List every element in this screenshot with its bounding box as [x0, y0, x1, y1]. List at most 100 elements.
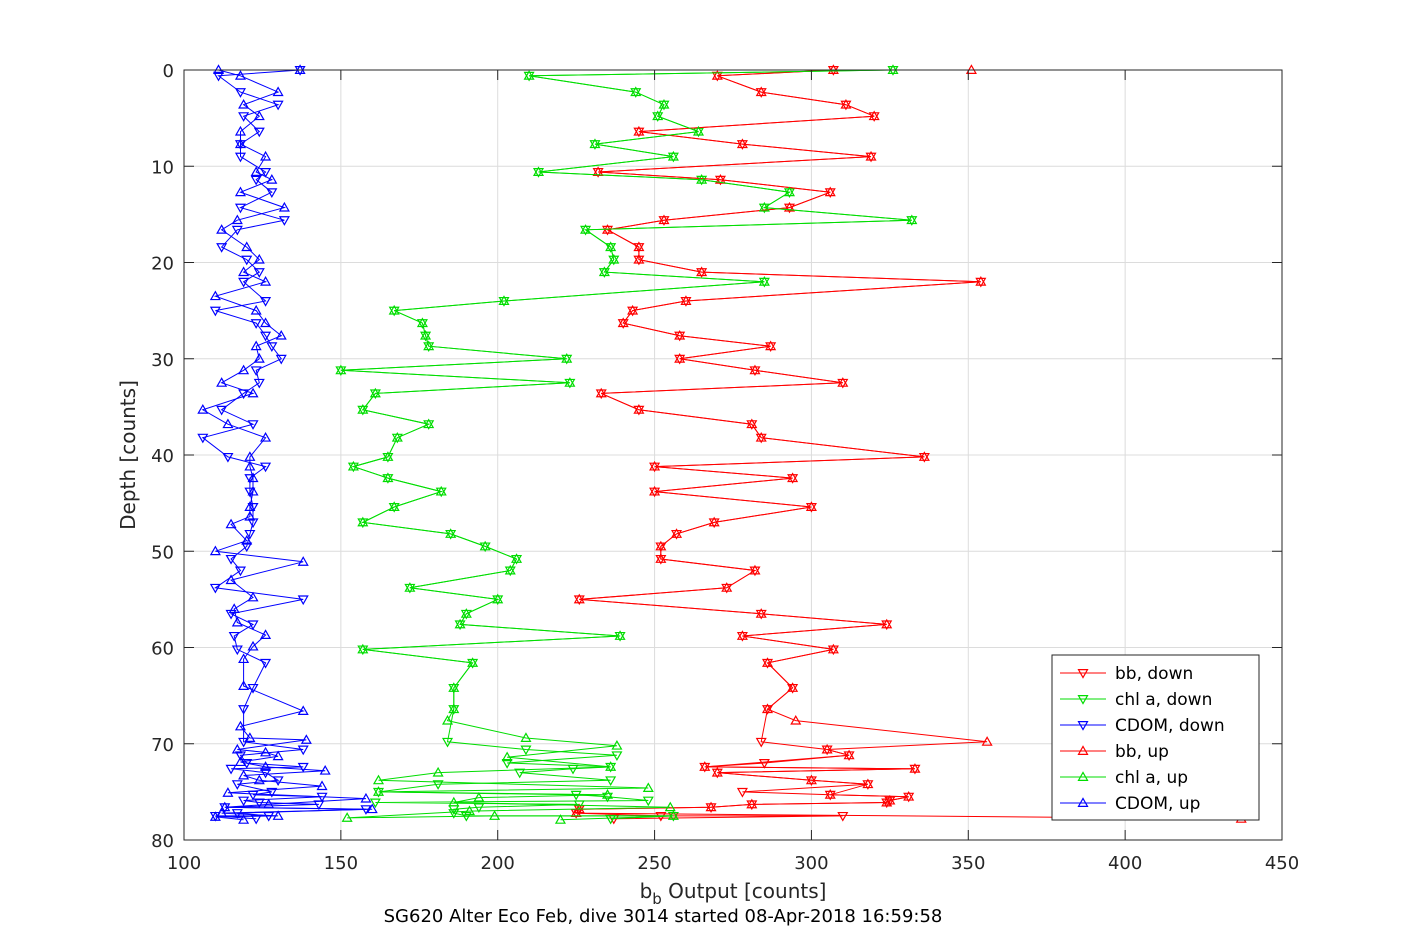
data-point: [664, 801, 676, 812]
data-point: [382, 451, 394, 461]
data-point: [294, 64, 306, 74]
data-point: [670, 528, 683, 538]
data-point: [837, 811, 849, 822]
data-point: [244, 474, 256, 484]
data-point: [388, 304, 400, 315]
data-point: [238, 680, 250, 690]
y-tick-label: 50: [151, 542, 174, 563]
data-point: [234, 186, 247, 197]
data-point: [761, 703, 774, 714]
data-point: [761, 657, 774, 667]
data-point: [564, 377, 576, 387]
data-point: [260, 431, 272, 442]
data-point: [605, 776, 617, 787]
data-point: [238, 705, 250, 715]
series-chl-a-up: [335, 64, 918, 824]
data-point: [416, 317, 428, 328]
data-point: [523, 70, 535, 80]
data-point: [247, 518, 259, 529]
data-point: [234, 756, 247, 767]
data-point: [238, 98, 250, 109]
data-point: [865, 150, 877, 161]
data-point: [260, 629, 272, 639]
data-point: [758, 201, 770, 212]
data-point: [244, 451, 256, 461]
data-point: [783, 186, 796, 197]
data-point: [787, 682, 799, 692]
data-point: [209, 545, 221, 556]
data-point: [692, 125, 705, 136]
y-tick-label: 40: [151, 446, 174, 467]
data-point: [260, 462, 272, 473]
data-point: [216, 224, 228, 234]
data-point: [573, 593, 585, 604]
data-point: [266, 342, 278, 352]
data-point: [250, 814, 262, 825]
data-point: [253, 353, 265, 363]
data-point: [247, 485, 259, 496]
data-point: [445, 528, 457, 538]
data-point: [382, 472, 394, 483]
data-point: [234, 203, 247, 214]
y-tick-label: 0: [163, 61, 174, 82]
data-point: [253, 127, 265, 138]
data-point: [570, 807, 582, 818]
data-point: [520, 745, 532, 756]
data-point: [642, 796, 654, 807]
y-tick-label: 20: [151, 254, 174, 275]
data-point: [501, 759, 513, 769]
data-point: [601, 792, 614, 803]
legend-item-chl-a-up: chl a, up: [1060, 768, 1188, 788]
data-point: [209, 811, 221, 821]
data-point: [222, 418, 234, 429]
data-point: [253, 774, 265, 785]
data-point: [260, 317, 272, 328]
data-point: [711, 70, 723, 80]
data-point: [238, 814, 250, 824]
data-point: [592, 166, 604, 176]
data-point: [222, 452, 234, 463]
series-line-chl-a-up: [340, 69, 912, 821]
data-point: [231, 616, 243, 627]
x-tick-label: 350: [951, 853, 985, 874]
data-point: [244, 529, 256, 540]
data-point: [366, 803, 378, 814]
data-point: [234, 138, 247, 149]
data-point: [241, 534, 253, 545]
data-point: [667, 810, 679, 820]
data-point: [272, 776, 284, 787]
data-point: [909, 763, 921, 773]
data-point: [649, 485, 661, 496]
data-point: [561, 353, 573, 363]
data-point: [372, 786, 385, 796]
data-point: [209, 306, 221, 317]
data-point: [234, 70, 247, 80]
data-point: [614, 630, 626, 640]
data-point: [696, 266, 708, 277]
data-point: [749, 364, 761, 375]
data-point: [266, 787, 278, 798]
data-point: [231, 645, 243, 656]
x-axis-label-rest: Output [counts]: [662, 879, 827, 903]
data-point: [241, 542, 253, 553]
data-point: [253, 798, 265, 809]
data-point: [238, 737, 250, 748]
data-point: [234, 88, 247, 98]
y-tick-label: 30: [151, 350, 174, 371]
data-point: [197, 433, 209, 444]
grid-lines: [184, 70, 1282, 840]
data-point: [266, 188, 278, 198]
data-point: [460, 608, 472, 618]
data-point: [821, 743, 833, 754]
data-point: [658, 214, 670, 225]
data-point: [260, 150, 272, 161]
data-point: [511, 553, 523, 563]
data-point: [981, 736, 993, 746]
data-point: [824, 186, 836, 197]
data-point: [633, 253, 645, 264]
data-point: [316, 780, 328, 791]
data-point: [231, 780, 243, 790]
data-point: [369, 387, 381, 398]
series-layer: [197, 64, 1247, 825]
data-point: [234, 125, 247, 136]
